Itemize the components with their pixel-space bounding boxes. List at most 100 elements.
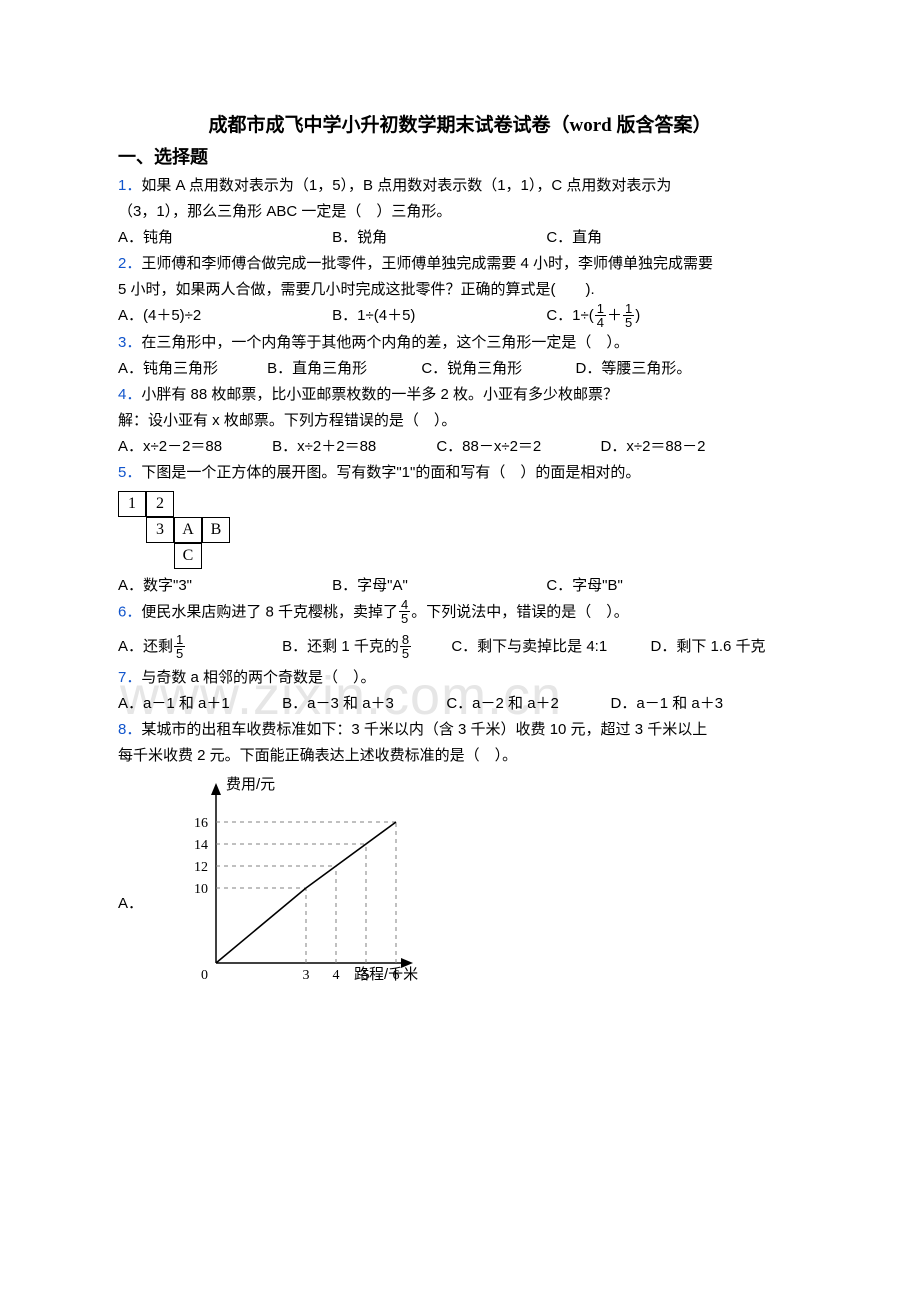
net-cell-B: B	[202, 517, 230, 543]
section-heading: 一、选择题	[118, 143, 802, 169]
q4-opt-b: B．x÷2＋2＝88	[272, 434, 432, 460]
q3-opt-c: C．锐角三角形	[421, 356, 571, 382]
q8-line1: 8．某城市的出租车收费标准如下：3 千米以内（含 3 千米）收费 10 元，超过…	[118, 717, 802, 743]
q2-opt-b: B．1÷(4＋5)	[332, 303, 542, 329]
q7-options: A．a－1 和 a＋1 B．a－3 和 a＋3 C．a－2 和 a＋2 D．a－…	[118, 691, 802, 717]
q1-line2: （3，1），那么三角形 ABC 一定是（ ）三角形。	[118, 199, 802, 225]
q7-opt-d: D．a－1 和 a＋3	[611, 691, 724, 717]
plus: ＋	[607, 303, 622, 329]
q8-num: 8．	[118, 721, 141, 738]
q7-num: 7．	[118, 669, 141, 686]
frac-d: 5	[400, 647, 411, 660]
q6-post: 。下列说法中，错误的是（ ）。	[411, 603, 629, 620]
q6-b-pre: B．还剩 1 千克的	[282, 634, 399, 660]
q1-line1: 1．如果 A 点用数对表示为（1，5），B 点用数对表示数（1，1），C 点用数…	[118, 173, 802, 199]
net-cell-1: 1	[118, 491, 146, 517]
q3-text1: 在三角形中，一个内角等于其他两个内角的差，这个三角形一定是（ ）。	[141, 334, 629, 351]
q4-num: 4．	[118, 386, 141, 403]
q2-line2: 5 小时，如果两人合做，需要几小时完成这批零件？正确的算式是( ).	[118, 277, 802, 303]
frac-n: 1	[595, 302, 606, 316]
q2-options: A．(4＋5)÷2 B．1÷(4＋5) C．1÷(14＋15)	[118, 303, 802, 330]
svg-text:路程/千米: 路程/千米	[354, 966, 418, 983]
q5-options: A．数字"3" B．字母"A" C．字母"B"	[118, 573, 802, 599]
q4-opt-d: D．x÷2＝88－2	[601, 434, 706, 460]
fraction-icon: 15	[623, 302, 634, 329]
svg-text:费用/元: 费用/元	[226, 776, 275, 793]
fraction-icon: 15	[174, 633, 185, 660]
frac-n: 4	[399, 598, 410, 612]
taxi-fare-chart: 1012141603456费用/元路程/千米	[161, 773, 421, 1003]
q5-num: 5．	[118, 464, 141, 481]
q4-options: A．x÷2－2＝88 B．x÷2＋2＝88 C．88－x÷2＝2 D．x÷2＝8…	[118, 434, 802, 460]
svg-text:10: 10	[194, 882, 208, 897]
frac-d: 5	[623, 316, 634, 329]
q2-opt-a: A．(4＋5)÷2	[118, 303, 328, 329]
frac-n: 8	[400, 633, 411, 647]
q6-a-pre: A．还剩	[118, 634, 173, 660]
q3-num: 3．	[118, 334, 141, 351]
q8-line2: 每千米收费 2 元。下面能正确表达上述收费标准的是（ ）。	[118, 743, 802, 769]
q1-num: 1．	[118, 177, 141, 194]
q8-text1: 某城市的出租车收费标准如下：3 千米以内（含 3 千米）收费 10 元，超过 3…	[141, 721, 707, 738]
q6-opt-a: A．还剩15	[118, 634, 278, 661]
q8-chart-row: A． 1012141603456费用/元路程/千米	[118, 773, 802, 1003]
svg-text:4: 4	[333, 968, 340, 983]
frac-d: 5	[174, 647, 185, 660]
q7-line1: 7．与奇数 a 相邻的两个奇数是（ ）。	[118, 665, 802, 691]
net-cell-2: 2	[146, 491, 174, 517]
svg-text:12: 12	[194, 860, 208, 875]
q4-line2: 解：设小亚有 x 枚邮票。下列方程错误的是（ ）。	[118, 408, 802, 434]
q3-opt-b: B．直角三角形	[267, 356, 417, 382]
q4-line1: 4．小胖有 88 枚邮票，比小亚邮票枚数的一半多 2 枚。小亚有多少枚邮票？	[118, 382, 802, 408]
q1-opt-a: A．钝角	[118, 225, 328, 251]
frac-d: 5	[399, 612, 410, 625]
q6-num: 6．	[118, 603, 141, 620]
q2-opt-c: C．1÷(14＋15)	[546, 303, 640, 330]
q6-line1: 6．便民水果店购进了 8 千克樱桃，卖掉了45。下列说法中，错误的是（ ）。	[118, 599, 802, 626]
q7-opt-c: C．a－2 和 a＋2	[446, 691, 606, 717]
q6-options: A．还剩15 B．还剩 1 千克的85 C．剩下与卖掉比是 4:1 D．剩下 1…	[118, 634, 802, 661]
q3-line1: 3．在三角形中，一个内角等于其他两个内角的差，这个三角形一定是（ ）。	[118, 330, 802, 356]
q4-text1: 小胖有 88 枚邮票，比小亚邮票枚数的一半多 2 枚。小亚有多少枚邮票？	[141, 386, 618, 403]
net-cell-C: C	[174, 543, 202, 569]
q2-num: 2．	[118, 255, 141, 272]
svg-text:16: 16	[194, 816, 208, 831]
q1-opt-c: C．直角	[546, 225, 602, 251]
fraction-icon: 14	[595, 302, 606, 329]
q5-opt-b: B．字母"A"	[332, 573, 542, 599]
q2-c-pre: C．1÷(	[546, 303, 593, 329]
q5-opt-c: C．字母"B"	[546, 573, 623, 599]
net-cell-A: A	[174, 517, 202, 543]
page-title: 成都市成飞中学小升初数学期末试卷试卷（word 版含答案）	[118, 110, 802, 137]
q8-opt-a: A．	[118, 892, 143, 913]
q5-text1: 下图是一个正方体的展开图。写有数字"1"的面和写有（ ）的面是相对的。	[141, 464, 640, 481]
q2-c-post: )	[635, 303, 640, 329]
q4-opt-a: A．x÷2－2＝88	[118, 434, 268, 460]
q7-text1: 与奇数 a 相邻的两个奇数是（ ）。	[141, 669, 375, 686]
q6-opt-d: D．剩下 1.6 千克	[651, 634, 766, 660]
q3-opt-d: D．等腰三角形。	[576, 356, 692, 382]
net-cell-3: 3	[146, 517, 174, 543]
q3-options: A．钝角三角形 B．直角三角形 C．锐角三角形 D．等腰三角形。	[118, 356, 802, 382]
q2-text1: 王师傅和李师傅合做完成一批零件，王师傅单独完成需要 4 小时，李师傅单独完成需要	[141, 255, 713, 272]
frac-d: 4	[595, 316, 606, 329]
q2-line1: 2．王师傅和李师傅合做完成一批零件，王师傅单独完成需要 4 小时，李师傅单独完成…	[118, 251, 802, 277]
fraction-icon: 45	[399, 598, 410, 625]
q7-opt-a: A．a－1 和 a＋1	[118, 691, 278, 717]
frac-n: 1	[174, 633, 185, 647]
q6-opt-b: B．还剩 1 千克的85	[282, 634, 447, 661]
svg-text:3: 3	[303, 968, 310, 983]
q4-opt-c: C．88－x÷2＝2	[436, 434, 596, 460]
q1-opt-b: B．锐角	[332, 225, 542, 251]
cube-net-diagram: 1 2 3 A B C	[118, 491, 230, 569]
fraction-icon: 85	[400, 633, 411, 660]
q7-opt-b: B．a－3 和 a＋3	[282, 691, 442, 717]
q6-opt-c: C．剩下与卖掉比是 4:1	[451, 634, 646, 660]
q1-text1: 如果 A 点用数对表示为（1，5），B 点用数对表示数（1，1），C 点用数对表…	[141, 177, 671, 194]
q5-opt-a: A．数字"3"	[118, 573, 328, 599]
q6-pre: 便民水果店购进了 8 千克樱桃，卖掉了	[141, 603, 398, 620]
svg-text:14: 14	[194, 838, 208, 853]
frac-n: 1	[623, 302, 634, 316]
page-content: 成都市成飞中学小升初数学期末试卷试卷（word 版含答案） 一、选择题 1．如果…	[118, 110, 802, 1003]
q5-line1: 5．下图是一个正方体的展开图。写有数字"1"的面和写有（ ）的面是相对的。	[118, 460, 802, 486]
